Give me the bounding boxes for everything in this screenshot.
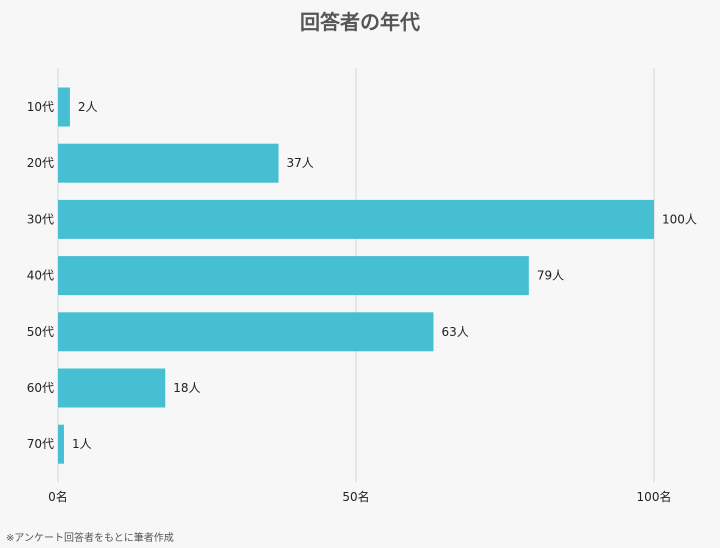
x-tick-label: 0名 — [48, 489, 68, 504]
category-labels: 10代 20代 30代 40代 50代 60代 70代 — [27, 100, 54, 451]
value-label: 2人 — [78, 100, 98, 114]
bar — [58, 199, 654, 239]
value-label: 63人 — [441, 325, 468, 339]
value-label: 18人 — [173, 381, 200, 395]
bar — [58, 312, 434, 352]
bar — [58, 256, 529, 296]
value-label: 37人 — [287, 156, 314, 170]
bars — [58, 87, 654, 464]
data-labels: 2人 37人 100人 79人 63人 18人 1人 — [72, 100, 697, 451]
bar — [58, 368, 166, 408]
chart-title: 回答者の年代 — [300, 10, 420, 34]
bar — [58, 87, 70, 127]
bar — [58, 424, 64, 464]
category-label: 30代 — [27, 212, 54, 226]
x-tick-label: 100名 — [637, 489, 672, 504]
bar — [58, 143, 279, 183]
category-label: 70代 — [27, 437, 54, 451]
category-label: 60代 — [27, 381, 54, 395]
category-label: 20代 — [27, 156, 54, 170]
category-label: 50代 — [27, 325, 54, 339]
x-tick-labels: 0名 50名 100名 — [48, 489, 671, 504]
value-label: 79人 — [537, 269, 564, 283]
value-label: 100人 — [662, 212, 697, 226]
value-label: 1人 — [72, 437, 92, 451]
footnote: ※アンケート回答者をもとに筆者作成 — [6, 533, 174, 544]
category-label: 40代 — [27, 269, 54, 283]
x-tick-label: 50名 — [342, 489, 369, 504]
category-label: 10代 — [27, 100, 54, 114]
